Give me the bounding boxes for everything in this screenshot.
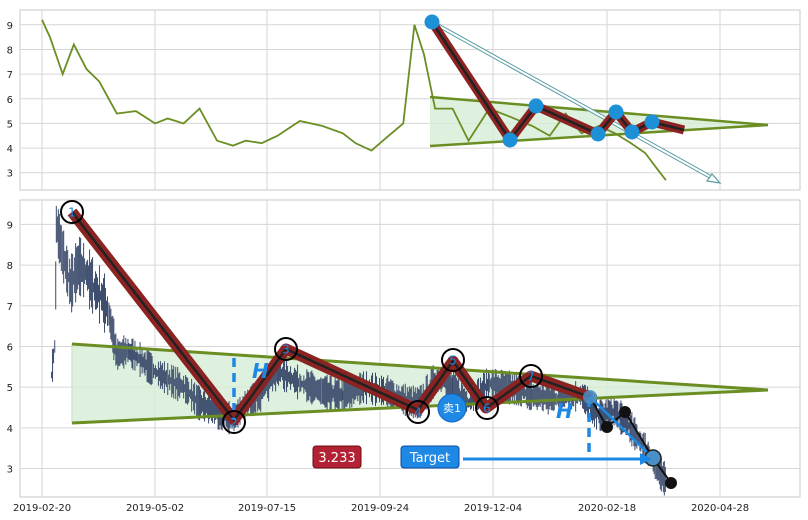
x-tick-label: 2019-12-04 xyxy=(464,503,522,514)
pivot-number: 7 xyxy=(527,370,535,384)
bottom-y-tick-label: 5 xyxy=(7,383,13,394)
top-arrow-head xyxy=(705,173,722,184)
price-badge xyxy=(312,445,362,469)
h-label: H xyxy=(252,359,269,383)
pivot-number: 1 xyxy=(68,206,76,220)
top-pivot-marker xyxy=(528,98,544,114)
bottom-y-tick-label: 8 xyxy=(7,261,13,272)
x-tick-label: 2019-07-15 xyxy=(238,503,296,514)
top-pivot-marker xyxy=(502,132,518,148)
price-badge-label: 3.233 xyxy=(318,451,355,466)
pivot-circle xyxy=(406,400,430,424)
top-y-tick-label: 3 xyxy=(7,169,13,180)
pivot-number: 5 xyxy=(449,354,457,368)
bottom-y-tick-label: 9 xyxy=(7,220,13,231)
sell-badge xyxy=(437,393,467,423)
x-tick-label: 2019-09-24 xyxy=(351,503,409,514)
top-y-tick-label: 6 xyxy=(7,95,13,106)
breakdown-dot xyxy=(619,406,631,418)
top-pivot-marker xyxy=(590,126,606,142)
pivot-number: 2 xyxy=(230,416,238,430)
projection-line xyxy=(589,396,654,459)
pivot-number: 4 xyxy=(414,406,422,420)
pivot-circle xyxy=(274,337,298,361)
pivot-number: 6 xyxy=(483,402,491,416)
pivot-circle xyxy=(441,348,465,372)
target-arrow-head xyxy=(640,453,652,465)
h-label: H xyxy=(556,399,573,423)
top-target-arrow-core xyxy=(431,21,717,181)
target-badge-label: Target xyxy=(409,451,450,466)
top-panel-frame xyxy=(19,9,801,191)
x-tick-label: 2020-04-28 xyxy=(691,503,749,514)
pivot-circle xyxy=(60,200,84,224)
top-y-tick-label: 9 xyxy=(7,21,13,32)
top-y-tick-label: 8 xyxy=(7,45,13,56)
bottom-y-tick-label: 3 xyxy=(7,465,13,476)
x-tick-label: 2020-02-18 xyxy=(578,503,636,514)
pivot-number: 3 xyxy=(282,343,290,357)
bottom-zigzag-inner xyxy=(71,211,591,422)
pivot-circle xyxy=(475,396,499,420)
top-pivot-marker xyxy=(624,124,640,140)
breakdown-dot xyxy=(601,421,613,433)
top-pivot-marker xyxy=(644,114,660,130)
sell-badge-label: 卖1 xyxy=(443,402,461,415)
bottom-y-tick-label: 4 xyxy=(7,424,13,435)
top-y-tick-label: 5 xyxy=(7,119,13,130)
bottom-y-tick-label: 7 xyxy=(7,302,13,313)
breakdown-dot xyxy=(665,477,677,489)
bottom-upper-trendline xyxy=(71,342,769,392)
top-y-tick-label: 4 xyxy=(7,144,13,155)
breakout-marker xyxy=(583,390,597,404)
bottom-y-tick-label: 6 xyxy=(7,342,13,353)
top-pivot-marker xyxy=(424,14,440,30)
target-badge xyxy=(400,445,460,469)
pivot-circle xyxy=(222,410,246,434)
pivot-circle xyxy=(519,364,543,388)
bottom-panel-frame xyxy=(19,199,801,498)
x-tick-label: 2019-05-02 xyxy=(126,503,184,514)
top-pivot-marker xyxy=(608,104,624,120)
x-tick-label: 2019-02-20 xyxy=(13,503,71,514)
top-y-tick-label: 7 xyxy=(7,70,13,81)
